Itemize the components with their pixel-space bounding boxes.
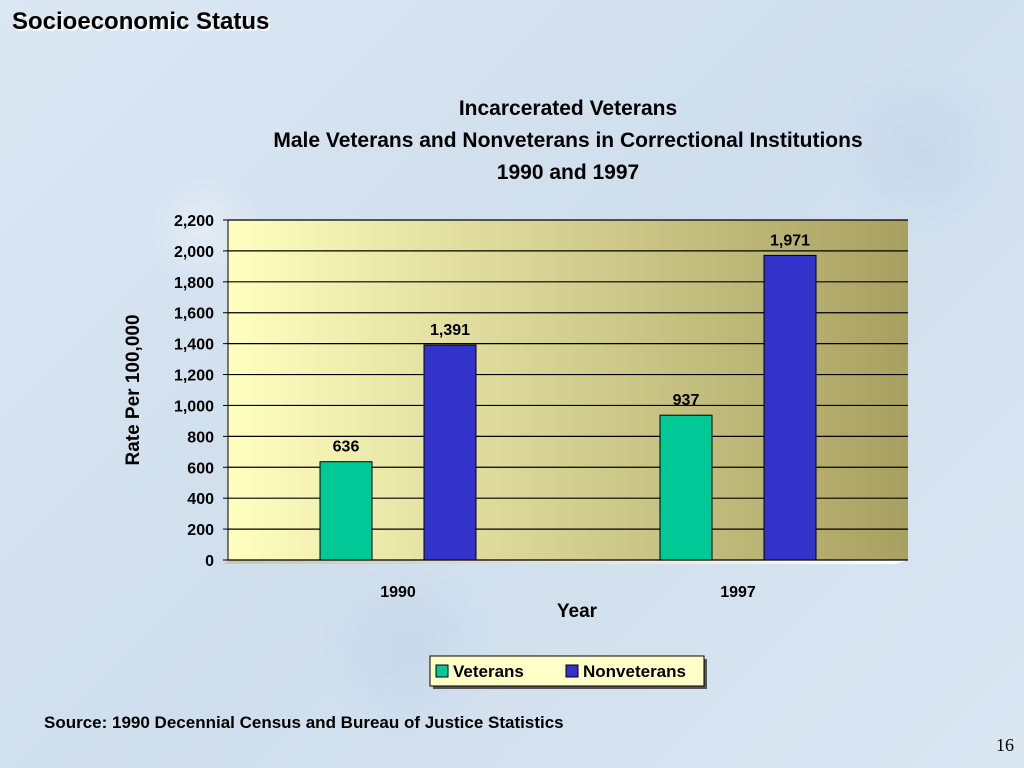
x-axis-title: Year	[557, 601, 598, 622]
y-tick-label: 2,200	[174, 213, 214, 230]
y-tick-label: 1,000	[174, 398, 214, 415]
data-label: 937	[673, 392, 700, 409]
data-label: 1,391	[430, 322, 470, 339]
bar-nonveterans-1990	[423, 344, 477, 561]
chart-title: Incarcerated Veterans Male Veterans and …	[150, 93, 986, 189]
x-tick-label: 1990	[380, 584, 416, 601]
legend-swatch-nonveterans	[565, 664, 579, 678]
chart-title-line-3: 1990 and 1997	[496, 161, 640, 184]
y-tick-label: 1,400	[174, 337, 214, 354]
y-tick-label: 1,600	[174, 306, 214, 323]
y-tick-label: 800	[187, 429, 214, 446]
bar-veterans-1997	[659, 414, 713, 561]
y-tick-label: 200	[187, 522, 214, 539]
x-tick-label: 1997	[720, 584, 756, 601]
plot-floor	[224, 560, 908, 564]
y-tick-label: 400	[187, 491, 214, 508]
page-number: 16	[996, 735, 1014, 755]
legend-label-nonveterans: Nonveterans	[583, 662, 686, 681]
data-label: 636	[333, 439, 360, 456]
chart-title-line-2: Male Veterans and Nonveterans in Correct…	[273, 129, 863, 152]
legend-label-veterans: Veterans	[453, 662, 524, 681]
y-tick-label: 1,800	[174, 275, 214, 292]
chart-title-line-1: Incarcerated Veterans	[458, 97, 678, 120]
data-label: 1,971	[770, 232, 810, 249]
y-tick-label: 1,200	[174, 368, 214, 385]
y-tick-label: 2,000	[174, 244, 214, 261]
source-note: Source: 1990 Decennial Census and Bureau…	[44, 713, 564, 732]
bar-nonveterans-1997	[763, 254, 817, 561]
bar-veterans-1990	[319, 461, 373, 561]
y-tick-label: 0	[205, 553, 214, 570]
y-tick-label: 600	[187, 460, 214, 477]
slide-title: Socioeconomic Status	[12, 8, 270, 35]
legend-swatch-veterans	[435, 664, 449, 678]
y-axis-title: Rate Per 100,000	[123, 314, 144, 465]
